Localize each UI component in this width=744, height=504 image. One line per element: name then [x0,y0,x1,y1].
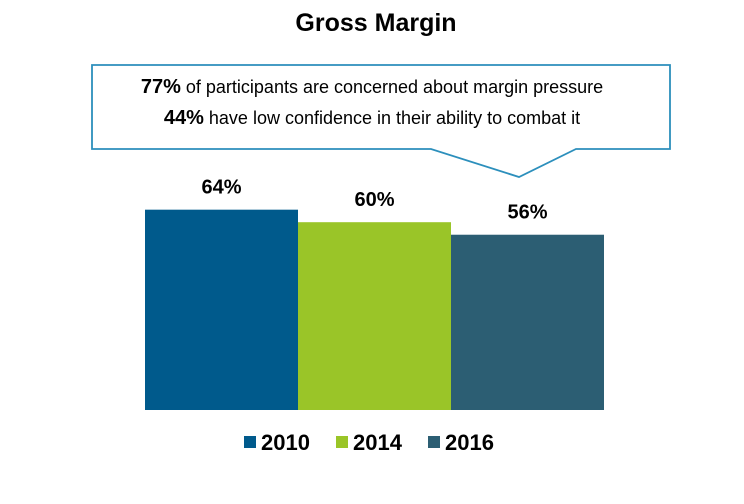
legend-label-2014: 2014 [353,430,403,455]
callout-box [91,64,671,178]
chart-title: Gross Margin [295,9,456,37]
legend: 2010 2014 2016 [244,430,494,455]
legend-swatch-2016 [428,436,440,448]
legend-label-2016: 2016 [445,430,494,455]
callout-text-concerned: of participants are concerned about marg… [181,77,603,97]
data-labels-layer: 64% 60% 56% [201,177,547,224]
callout-text-low-confidence: have low confidence in their ability to … [204,108,580,128]
data-label-2010: 64% [201,177,241,199]
callout-stat-low-confidence: 44% [164,107,204,129]
legend-swatch-2014 [336,436,348,448]
bar-2016 [451,234,604,410]
legend-label-2010: 2010 [261,430,310,455]
legend-swatch-2010 [244,436,256,448]
callout-line-2: 44% have low confidence in their ability… [164,107,580,129]
callout-stat-concerned: 77% [141,76,181,98]
bar-2010 [145,209,298,410]
callout-line-1: 77% of participants are concerned about … [141,76,603,98]
data-label-2014: 60% [354,189,394,211]
data-label-2016: 56% [507,202,547,224]
bar-2014 [298,222,451,410]
bars-layer [145,209,604,410]
